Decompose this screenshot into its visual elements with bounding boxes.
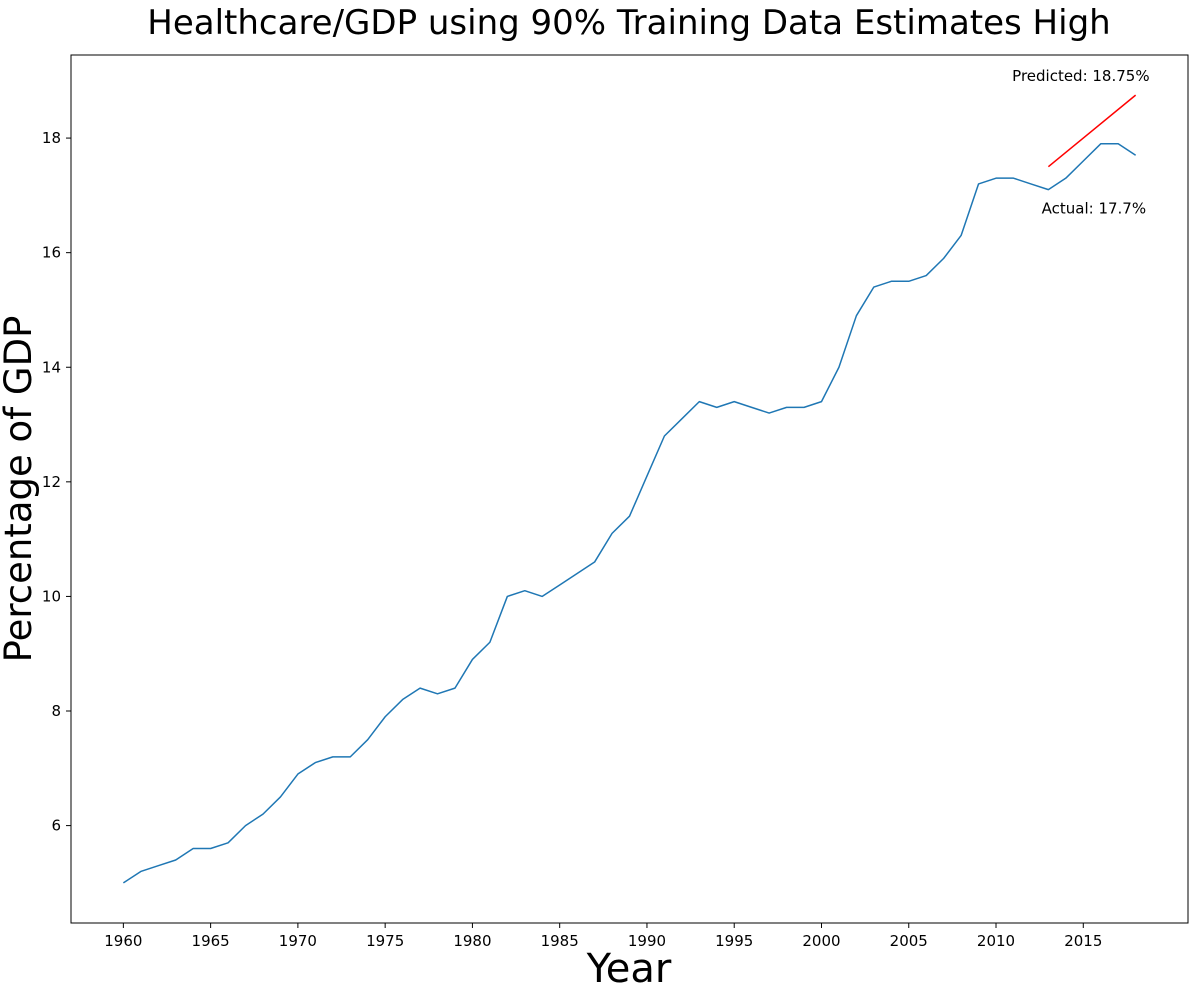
x-axis-label: Year (586, 946, 672, 992)
x-tick-label: 1990 (628, 932, 666, 950)
y-tick-label: 14 (42, 358, 61, 376)
y-tick-label: 12 (42, 473, 61, 491)
x-tick-label: 1970 (279, 932, 317, 950)
y-tick-label: 8 (51, 702, 61, 720)
x-tick-label: 2005 (890, 932, 928, 950)
chart-title: Healthcare/GDP using 90% Training Data E… (147, 3, 1110, 43)
y-axis: 6 8 10 12 14 16 18 (42, 129, 71, 835)
y-tick-label: 18 (42, 129, 61, 147)
y-axis-label: Percentage of GDP (0, 316, 40, 663)
x-tick-label: 2015 (1064, 932, 1102, 950)
x-tick-label: 2000 (802, 932, 840, 950)
x-tick-label: 1965 (192, 932, 230, 950)
x-tick-label: 1985 (541, 932, 579, 950)
predicted-series-line (1047, 94, 1137, 168)
actual-annotation: Actual: 17.7% (1042, 200, 1146, 218)
predicted-annotation: Predicted: 18.75% (1012, 67, 1149, 85)
y-tick-label: 6 (51, 817, 61, 835)
x-tick-label: 1975 (366, 932, 404, 950)
series-layer (122, 94, 1137, 884)
y-tick-label: 16 (42, 244, 61, 262)
x-tick-label: 1960 (104, 932, 142, 950)
y-tick-label: 10 (42, 587, 61, 605)
annotations: Predicted: 18.75% Actual: 17.7% (1012, 67, 1149, 217)
x-tick-label: 1980 (453, 932, 491, 950)
x-axis: 1960 1965 1970 1975 1980 1985 1990 1995 2000 2005… (104, 923, 1102, 950)
x-tick-label: 1995 (715, 932, 753, 950)
x-tick-label: 2010 (977, 932, 1015, 950)
actual-series-line (122, 143, 1137, 884)
plot-area (70, 54, 1189, 924)
